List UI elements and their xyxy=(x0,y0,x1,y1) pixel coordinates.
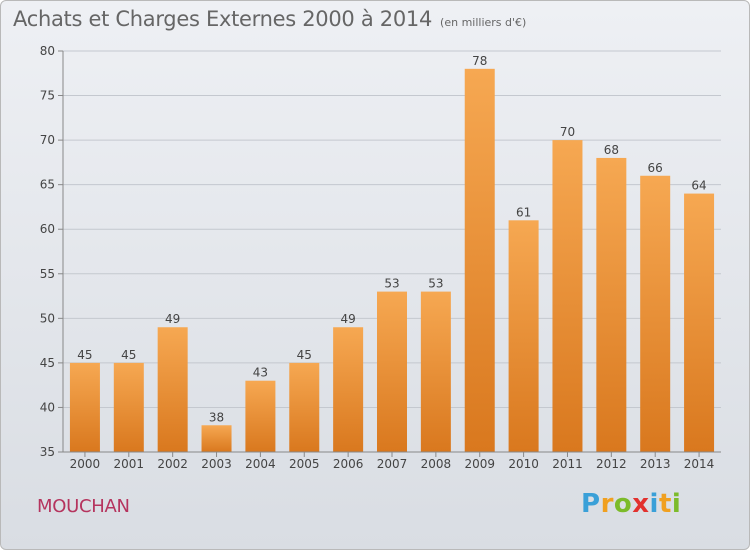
chart-unit: (en milliers d'€) xyxy=(440,16,527,29)
chart-title-text: Achats et Charges Externes 2000 à 2014 xyxy=(13,7,433,31)
x-tick-label: 2008 xyxy=(421,457,452,471)
data-label: 45 xyxy=(77,348,92,362)
y-tick-label: 40 xyxy=(40,400,55,414)
logo-letter: x xyxy=(632,489,650,519)
data-label: 61 xyxy=(516,205,531,219)
bar xyxy=(508,220,539,452)
x-tick-label: 2000 xyxy=(70,457,101,471)
bar xyxy=(157,327,188,452)
y-tick-label: 60 xyxy=(40,222,55,236)
x-tick-label: 2013 xyxy=(640,457,671,471)
bar xyxy=(596,157,627,452)
logo-letter: r xyxy=(600,489,614,519)
data-label: 38 xyxy=(209,410,224,424)
data-label: 49 xyxy=(340,312,355,326)
y-tick-label: 35 xyxy=(40,445,55,459)
logo-letter: o xyxy=(613,489,633,519)
x-tick-label: 2007 xyxy=(377,457,408,471)
bar xyxy=(245,380,276,452)
x-tick-label: 2006 xyxy=(333,457,364,471)
bar xyxy=(684,193,715,453)
bar xyxy=(377,291,407,452)
bar xyxy=(69,362,100,452)
x-tick-label: 2014 xyxy=(684,457,715,471)
data-label: 43 xyxy=(253,366,268,380)
data-label: 64 xyxy=(691,179,706,193)
bar xyxy=(333,327,364,452)
logo-letter: t xyxy=(658,489,672,519)
y-tick-label: 65 xyxy=(40,178,55,192)
bar xyxy=(289,362,320,452)
data-label: 49 xyxy=(165,312,180,326)
bar xyxy=(464,68,495,453)
x-tick-label: 2003 xyxy=(201,457,232,471)
y-tick-label: 75 xyxy=(40,89,55,103)
data-label: 68 xyxy=(604,143,619,157)
data-label: 45 xyxy=(297,348,312,362)
commune-name: MOUCHAN xyxy=(37,496,130,517)
data-label: 70 xyxy=(560,125,575,139)
x-tick-label: 2005 xyxy=(289,457,320,471)
logo-letter: P xyxy=(581,489,601,519)
y-tick-label: 55 xyxy=(40,267,55,281)
bar xyxy=(552,140,583,452)
bars xyxy=(69,68,715,453)
logo-letter: i xyxy=(649,489,659,519)
bar xyxy=(640,175,671,452)
data-label: 53 xyxy=(384,277,399,291)
data-labels: 45 45 49 38 43 45 49 53 53 78 61 70 68 66 64 xyxy=(77,54,706,424)
data-label: 53 xyxy=(428,277,443,291)
y-tick-label: 45 xyxy=(40,356,55,370)
y-tick-label: 70 xyxy=(40,133,55,147)
x-tick-label: 2012 xyxy=(596,457,627,471)
data-label: 45 xyxy=(121,348,136,362)
x-tick-label: 2004 xyxy=(245,457,276,471)
data-label: 78 xyxy=(472,54,487,68)
chart-title: Achats et Charges Externes 2000 à 2014 (e… xyxy=(13,7,526,31)
bar xyxy=(420,291,451,452)
proxiti-logo: Proxiti xyxy=(581,489,681,519)
y-tick-label: 80 xyxy=(40,44,55,58)
axes: 35 40 45 50 55 60 65 70 75 80 2000 2001 2002 2003 2004… xyxy=(40,44,721,471)
x-tick-label: 2011 xyxy=(552,457,583,471)
data-label: 66 xyxy=(648,161,663,175)
y-tick-label: 50 xyxy=(40,311,55,325)
x-tick-label: 2001 xyxy=(114,457,145,471)
logo-letter: i xyxy=(671,489,682,519)
x-tick-label: 2010 xyxy=(508,457,539,471)
x-tick-label: 2009 xyxy=(464,457,495,471)
bar xyxy=(201,425,232,452)
bar xyxy=(113,362,144,452)
x-tick-label: 2002 xyxy=(157,457,188,471)
